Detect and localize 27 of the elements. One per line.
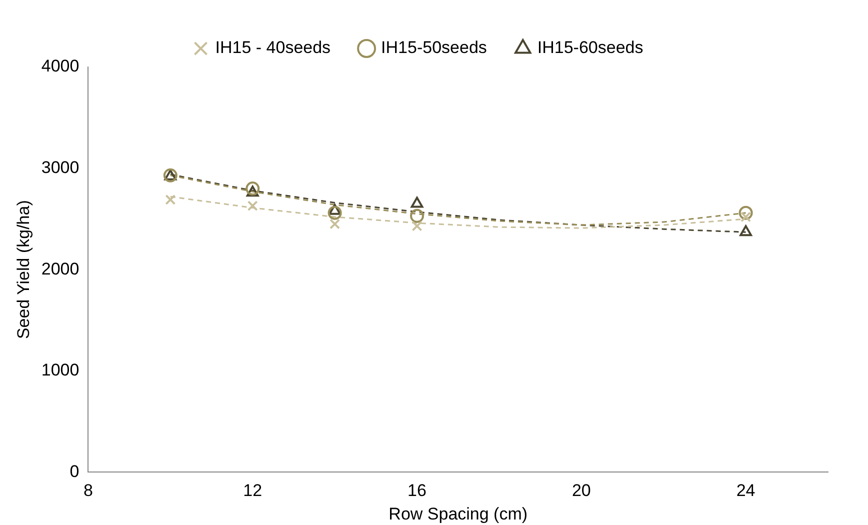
point: [412, 220, 422, 232]
legend-label: IH15 - 40seeds: [215, 38, 331, 58]
point: [246, 182, 260, 196]
y-tick-label: 2000: [41, 259, 80, 278]
x-tick-label: 12: [243, 481, 262, 500]
point: [246, 186, 259, 197]
legend-label: IH15-50seeds: [381, 38, 487, 58]
point: [410, 208, 424, 223]
x-tick-label: 24: [736, 481, 756, 500]
x-tick-label: 20: [572, 481, 591, 500]
x-tick-label: 16: [408, 481, 426, 500]
x-axis-title: Row Spacing (cm): [388, 504, 528, 524]
point: [247, 200, 258, 212]
y-axis-title: Seed Yield (kg/ha): [14, 200, 33, 340]
legend-label: IH15-60seeds: [537, 38, 644, 58]
y-tick-label: 4000: [41, 56, 80, 76]
point: [165, 194, 176, 205]
point: [330, 218, 340, 230]
y-tick-label: 3000: [41, 158, 80, 177]
point: [410, 196, 424, 208]
point: [328, 206, 342, 220]
x-tick-label: 8: [83, 481, 93, 500]
y-tick-label: 1000: [41, 360, 80, 380]
point: [328, 204, 342, 215]
point: [738, 206, 753, 220]
y-tick-label: 0: [70, 462, 80, 481]
point: [740, 225, 752, 236]
